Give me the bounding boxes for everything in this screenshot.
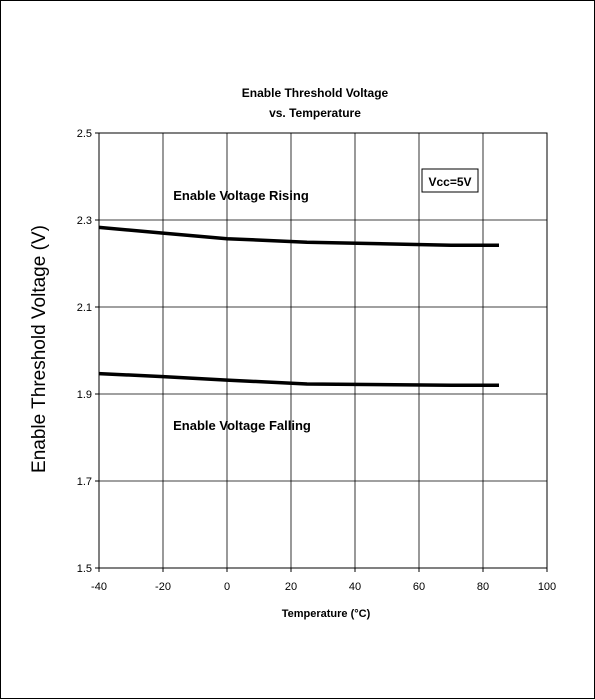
x-tick-label: -20	[155, 581, 171, 593]
y-tick-label: 1.9	[77, 389, 92, 401]
x-tick-labels: -40 -20 0 20 40 60 80 100	[91, 581, 556, 593]
x-tick-label: 0	[224, 581, 230, 593]
grid	[95, 132, 548, 572]
y-tick-label: 2.5	[77, 128, 92, 140]
x-tick-label: 80	[477, 581, 489, 593]
y-axis-label: Enable Threshold Voltage (V)	[29, 225, 50, 473]
chart-title-line-1: Enable Threshold Voltage	[242, 86, 389, 100]
x-tick-label: -40	[91, 581, 107, 593]
series-line-rising	[98, 225, 499, 247]
x-tick-label: 40	[349, 581, 361, 593]
x-tick-label: 60	[413, 581, 425, 593]
y-tick-labels: 1.5 1.7 1.9 2.1 2.3 2.5	[77, 128, 92, 575]
chart-title-line-2: vs. Temperature	[269, 106, 361, 120]
x-tick-label: 20	[285, 581, 297, 593]
series-line-falling	[98, 371, 499, 388]
condition-box	[421, 168, 479, 193]
x-axis-label: Temperature (°C)	[282, 608, 371, 620]
y-tick-label: 2.3	[77, 215, 92, 227]
plot-area-border	[98, 132, 548, 569]
y-tick-label: 2.1	[77, 302, 92, 314]
condition-label: Vcc=5V	[428, 175, 471, 189]
y-tick-label: 1.7	[77, 476, 92, 488]
x-tick-label: 100	[538, 581, 556, 593]
y-tick-label: 1.5	[77, 563, 92, 575]
series-lines	[98, 225, 499, 388]
annotation-falling: Enable Voltage Falling	[173, 418, 311, 433]
annotation-rising: Enable Voltage Rising	[173, 188, 309, 203]
